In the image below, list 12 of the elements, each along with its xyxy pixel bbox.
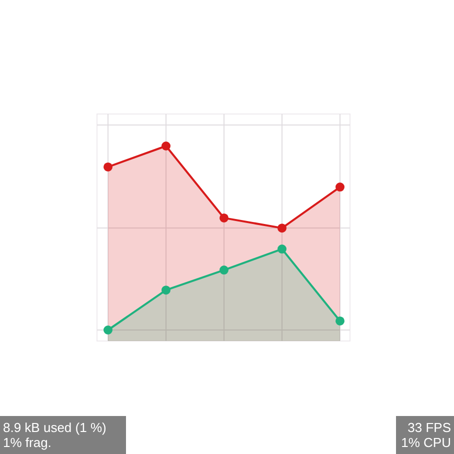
point — [104, 326, 112, 334]
point — [278, 244, 286, 254]
text: 33 FPS 1% CPU — [401, 420, 452, 450]
point — [336, 182, 344, 192]
point — [220, 213, 228, 222]
text: 8.9 kB used (1 %) 1% frag. — [3, 420, 106, 450]
point — [220, 266, 228, 275]
point — [336, 316, 344, 326]
point — [104, 162, 112, 172]
point — [162, 142, 170, 150]
point — [278, 224, 286, 233]
point — [162, 286, 170, 295]
